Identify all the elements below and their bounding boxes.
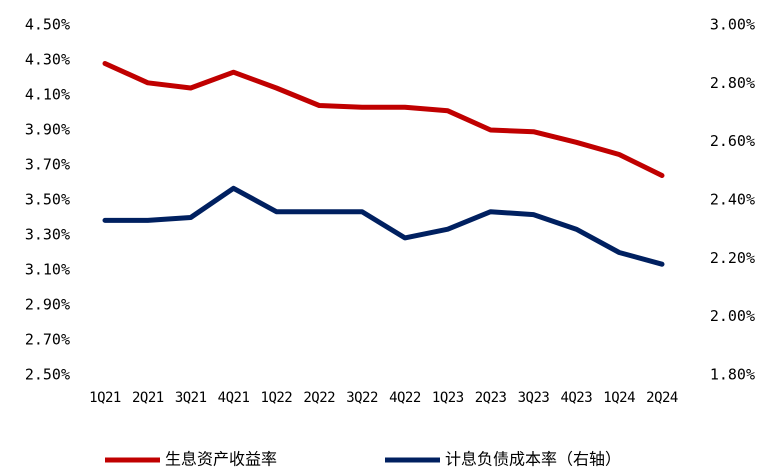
x-tick-label: 3Q22 bbox=[346, 390, 378, 406]
y2-tick-label: 1.80% bbox=[710, 366, 755, 384]
x-tick-label: 1Q24 bbox=[603, 390, 635, 406]
legend-label: 计息负债成本率（右轴） bbox=[445, 450, 621, 469]
x-tick-label: 2Q24 bbox=[646, 390, 678, 406]
series-line bbox=[102, 185, 665, 267]
y-tick-label: 3.30% bbox=[25, 226, 70, 244]
y2-tick-label: 2.60% bbox=[710, 132, 755, 150]
y2-tick-label: 2.80% bbox=[710, 74, 755, 92]
y-tick-label: 3.50% bbox=[25, 191, 70, 209]
y2-tick-label: 3.00% bbox=[710, 16, 755, 34]
series-line bbox=[102, 61, 665, 178]
y-tick-label: 3.70% bbox=[25, 156, 70, 174]
y-tick-label: 2.90% bbox=[25, 296, 70, 314]
x-tick-label: 1Q23 bbox=[432, 390, 464, 406]
x-tick-label: 4Q22 bbox=[389, 390, 421, 406]
y-tick-label: 3.90% bbox=[25, 121, 70, 139]
y-tick-label: 4.30% bbox=[25, 51, 70, 69]
y2-tick-label: 2.40% bbox=[710, 191, 755, 209]
y-tick-label: 4.50% bbox=[25, 16, 70, 34]
x-tick-label: 3Q21 bbox=[175, 390, 207, 406]
x-tick-label: 2Q22 bbox=[303, 390, 335, 406]
x-tick-label: 4Q23 bbox=[560, 390, 592, 406]
x-tick-label: 3Q23 bbox=[518, 390, 550, 406]
y-tick-label: 2.70% bbox=[25, 331, 70, 349]
x-tick-label: 1Q21 bbox=[89, 390, 121, 406]
y-tick-label: 3.10% bbox=[25, 261, 70, 279]
x-tick-label: 2Q23 bbox=[475, 390, 507, 406]
y-tick-label: 4.10% bbox=[25, 86, 70, 104]
y2-tick-label: 2.00% bbox=[710, 307, 755, 325]
y2-tick-label: 2.20% bbox=[710, 249, 755, 267]
x-tick-label: 2Q21 bbox=[132, 390, 164, 406]
x-tick-label: 1Q22 bbox=[261, 390, 293, 406]
legend-label: 生息资产收益率 bbox=[165, 450, 277, 469]
x-tick-label: 4Q21 bbox=[218, 390, 250, 406]
y-tick-label: 2.50% bbox=[25, 366, 70, 384]
